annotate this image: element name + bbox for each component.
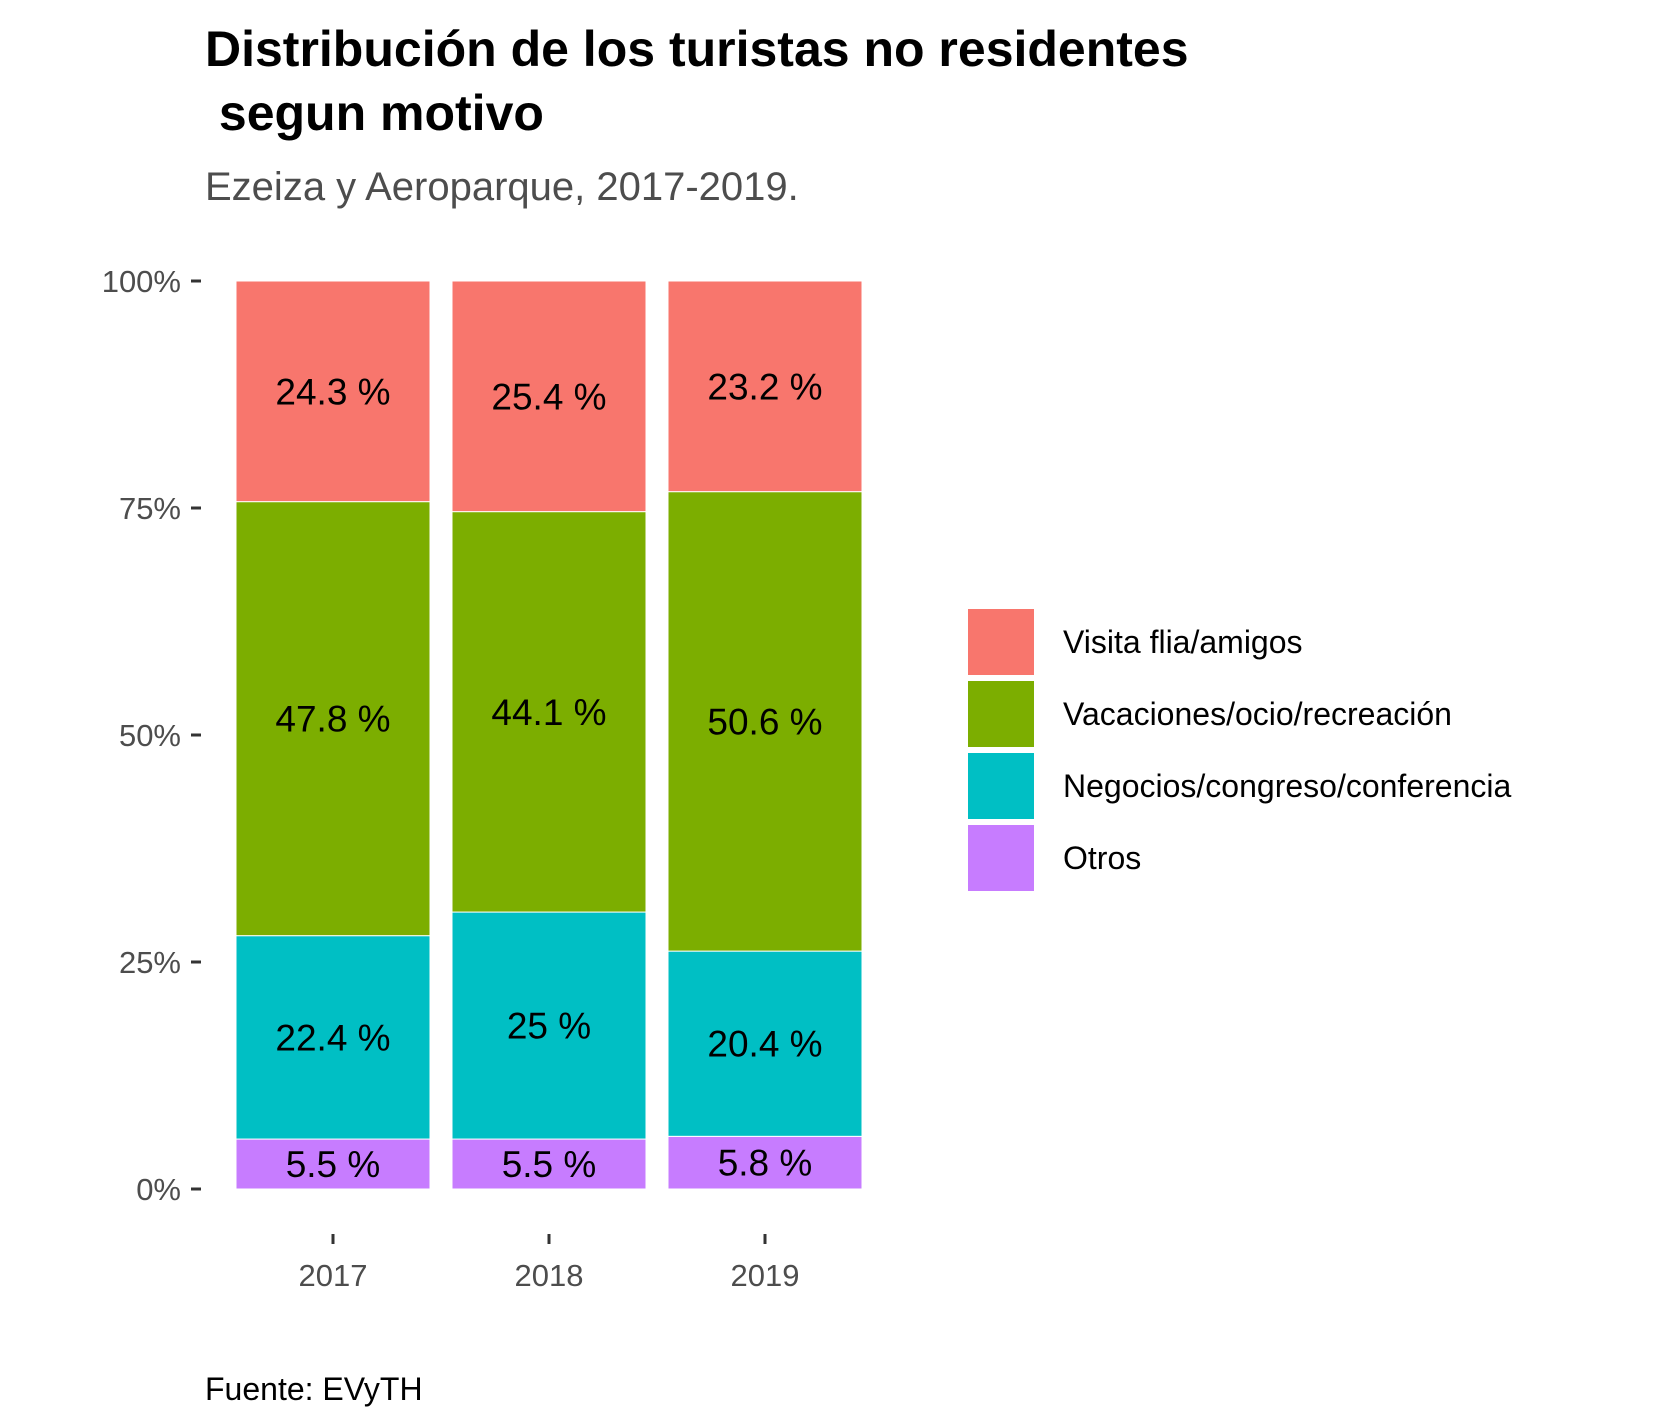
legend-label: Vacaciones/ocio/recreación: [1063, 696, 1452, 732]
y-tick-label: 75%: [119, 491, 181, 526]
bar-segment: [667, 950, 863, 1137]
bar-segment: [235, 1138, 431, 1190]
bar-segment: [667, 280, 863, 493]
legend-swatch: [966, 607, 1036, 677]
bar-segment: [235, 501, 431, 937]
bar-data-label: 50.6 %: [707, 701, 822, 742]
bar-data-label: 24.3 %: [275, 371, 390, 412]
bar-segment: [235, 280, 431, 503]
bar-data-label: 23.2 %: [707, 366, 822, 407]
bar-labels: 5.5 % 22.4 % 47.8 % 24.3 % 5.5 % 25 % 44.1 % 25…: [275, 366, 822, 1185]
chart-title-line-2: segun motivo: [205, 85, 544, 141]
bar-segment: [451, 280, 647, 513]
legend-label: Otros: [1063, 840, 1141, 876]
y-tick-label: 25%: [119, 945, 181, 980]
chart-caption: Fuente: EVyTH: [205, 1371, 423, 1407]
legend-swatch: [966, 823, 1036, 893]
bar-data-label: 25 %: [507, 1006, 591, 1047]
bar-data-label: 5.8 %: [718, 1143, 813, 1184]
legend-swatch: [966, 679, 1036, 749]
bar-data-label: 25.4 %: [491, 376, 606, 417]
x-tick-label: 2019: [731, 1258, 800, 1293]
chart-subtitle: Ezeiza y Aeroparque, 2017-2019.: [205, 165, 799, 209]
bar-data-label: 5.5 %: [502, 1144, 597, 1185]
legend-label: Negocios/congreso/conferencia: [1063, 768, 1511, 804]
bar-data-label: 20.4 %: [707, 1024, 822, 1065]
bar-segment: [451, 911, 647, 1140]
chart-title-line-1: Distribución de los turistas no resident…: [205, 21, 1189, 77]
x-axis: 2017 2018 2019: [299, 1234, 800, 1293]
x-tick-label: 2017: [299, 1258, 368, 1293]
chart-title: Distribución de los turistas no resident…: [205, 21, 1189, 141]
x-tick-label: 2018: [515, 1258, 584, 1293]
bar-segment: [451, 1138, 647, 1190]
bar-segment: [667, 491, 863, 952]
bar-data-label: 22.4 %: [275, 1017, 390, 1058]
y-tick-label: 50%: [119, 718, 181, 753]
legend-label: Visita flia/amigos: [1063, 624, 1303, 660]
bar-data-label: 47.8 %: [275, 699, 390, 740]
y-axis: 0% 25% 50% 75% 100%: [102, 264, 201, 1207]
legend: Visita flia/amigos Vacaciones/ocio/recrea…: [966, 607, 1511, 893]
bar-segment: [667, 1135, 863, 1190]
bar-data-label: 5.5 %: [286, 1144, 381, 1185]
bar-segment: [235, 935, 431, 1140]
y-tick-label: 100%: [102, 264, 181, 299]
bar-data-label: 44.1 %: [491, 692, 606, 733]
bars: [235, 280, 863, 1190]
y-tick-label: 0%: [136, 1172, 181, 1207]
legend-swatch: [966, 751, 1036, 821]
